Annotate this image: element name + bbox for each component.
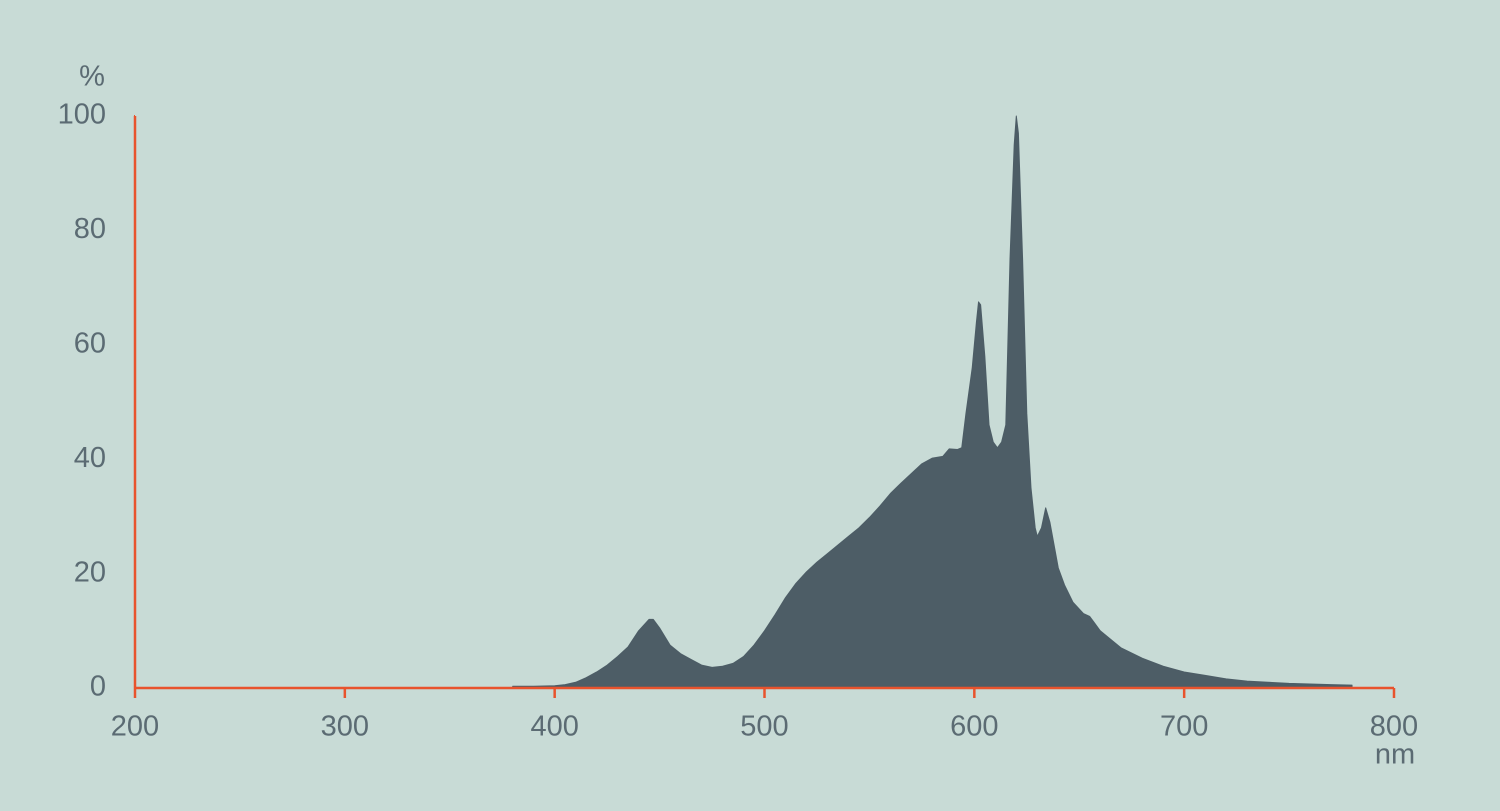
x-tick-label: 700 — [1160, 711, 1208, 743]
x-tick-label: 200 — [111, 711, 159, 743]
x-tick-label: 400 — [530, 711, 578, 743]
y-tick-label: 40 — [74, 442, 106, 474]
x-tick-label: 300 — [321, 711, 369, 743]
y-tick-label: 80 — [74, 213, 106, 245]
y-tick-label: 0 — [90, 671, 106, 703]
x-tick-label: 500 — [740, 711, 788, 743]
x-tick-label: 600 — [950, 711, 998, 743]
spectrum-area — [512, 115, 1353, 689]
x-axis-title: nm — [1375, 739, 1415, 771]
y-tick-label: 20 — [74, 556, 106, 588]
y-tick-label: 100 — [58, 99, 106, 131]
x-tick-label: 800 — [1370, 711, 1418, 743]
y-axis-title: % — [79, 61, 105, 93]
y-tick-label: 60 — [74, 327, 106, 359]
